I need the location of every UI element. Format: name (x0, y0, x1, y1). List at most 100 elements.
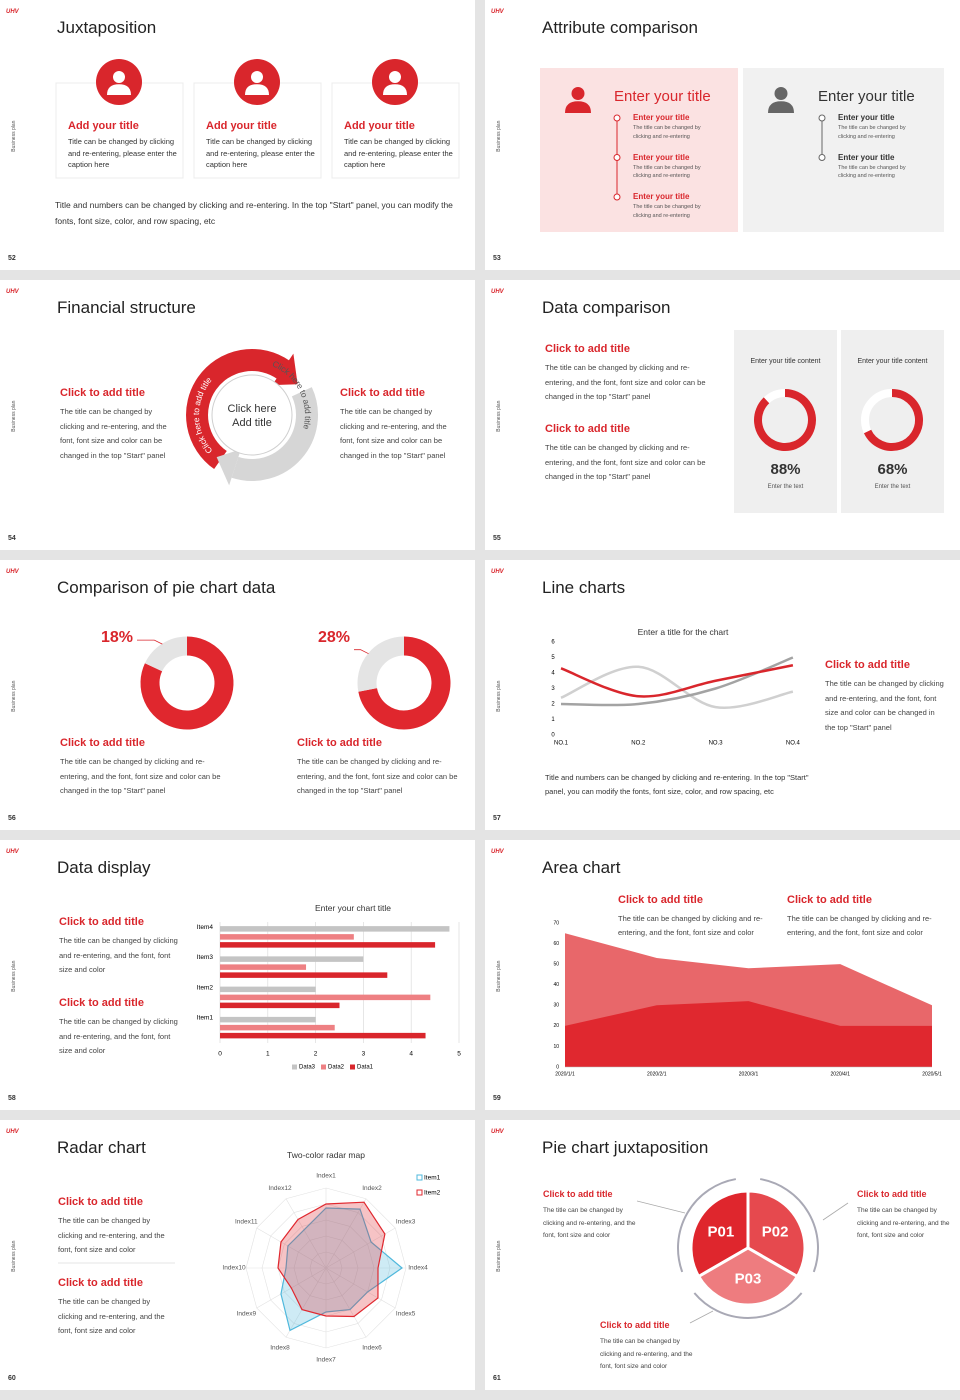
bar (220, 942, 436, 948)
block-title: Click to add title (297, 737, 382, 749)
legend-swatch (292, 1064, 297, 1070)
axis-label: Index6 (362, 1344, 382, 1351)
timeline-dot (613, 154, 621, 161)
legend-swatch (350, 1064, 355, 1070)
bar (220, 994, 431, 1001)
icon-body (245, 84, 269, 95)
gauge-arc (863, 389, 923, 451)
block-title: Click to add title (618, 894, 703, 906)
page-number: 60 (8, 1375, 16, 1382)
timeline-dot (613, 193, 621, 201)
bar (220, 1016, 316, 1023)
chart-title: Enter a title for the chart (637, 627, 729, 637)
side-label: Business plan (10, 960, 17, 992)
block-title: Click to add title (857, 1189, 927, 1199)
axis-label: Index5 (396, 1311, 416, 1318)
block-title: Click to add title (543, 1189, 613, 1199)
y-tick-label: 60 (553, 941, 559, 947)
x-tick-label: 3 (362, 1051, 366, 1058)
leader-line (354, 649, 369, 655)
card-title: Add your title (206, 120, 277, 132)
slide-graphics (734, 330, 944, 513)
logo: UHV (6, 289, 19, 295)
slide-graphics: Index1 Index2 Index3 Index4 Index5 Index6 Inde… (58, 1173, 441, 1364)
card-text: Title can be changed by clicking and re-… (68, 137, 177, 169)
y-tick-label: 40 (553, 982, 559, 988)
slide-title: Comparison of pie chart data (57, 578, 276, 597)
item-text: The title can be changed by clicking and… (838, 164, 906, 180)
radar-area (277, 1201, 386, 1318)
block-title: Click to add title (58, 1277, 143, 1289)
axis-label: Index10 (222, 1265, 246, 1272)
slide: Click here to add title Click here to add… (0, 280, 475, 550)
gauge-caption: Enter the text (874, 484, 911, 490)
icon-body (565, 101, 591, 113)
y-tick-label: 2 (551, 702, 555, 708)
slide-graphics (540, 68, 944, 232)
side-label: Business plan (10, 400, 17, 432)
axis-label: Index8 (270, 1344, 290, 1351)
note: Title and numbers can be changed by clic… (55, 200, 453, 226)
side-label: Business plan (495, 960, 502, 992)
slide-title: Area chart (542, 858, 621, 877)
side-label: Business plan (495, 400, 502, 432)
slide-title: Attribute comparison (542, 18, 698, 37)
axis-label: Index3 (396, 1219, 416, 1226)
logo: UHV (6, 9, 19, 15)
slide-title: Financial structure (57, 298, 196, 317)
arc-red (186, 349, 290, 470)
bar (220, 926, 450, 932)
logo: UHV (491, 1129, 504, 1135)
block-text: The title can be changed by clicking and… (787, 914, 932, 937)
icon-head (389, 71, 401, 83)
slide: Index1 Index2 Index3 Index4 Index5 Index6 Inde… (0, 1120, 475, 1390)
item-title: Enter your title (633, 192, 690, 201)
radar-spoke (285, 1198, 327, 1269)
slide: UHV Juxtaposition Business plan 52 Add your … (0, 0, 475, 270)
card-title: Add your title (344, 120, 415, 132)
y-tick-label: 0 (551, 733, 555, 739)
item-text: The title can be changed by clicking and… (633, 164, 701, 180)
y-tick-label: 30 (553, 1003, 559, 1009)
slide-title: Data display (57, 858, 151, 877)
gauge-heading: Enter your title content (857, 358, 928, 365)
icon-head (571, 87, 585, 100)
y-tick-label: 0 (556, 1064, 559, 1070)
slide: 0 1 2 3 4 5 Item1 Item2 Item3 Item4 Data3 Data2 Data… (0, 840, 475, 1110)
y-tick-label: 5 (551, 655, 555, 661)
x-tick-label: NO.4 (786, 741, 801, 747)
axis-label: Index12 (268, 1185, 292, 1192)
icon-head (113, 71, 125, 83)
page-number: 52 (8, 255, 16, 262)
side-label: Business plan (495, 1240, 502, 1272)
legend-label: Data2 (328, 1065, 345, 1071)
item-title: Enter your title (838, 113, 895, 122)
slide: UHV Data comparison Business plan 55 Click t… (485, 280, 960, 550)
logo: UHV (491, 849, 504, 855)
block-title: Click to add title (545, 343, 630, 355)
gauge-heading: Enter your title content (750, 358, 821, 365)
item-title: Enter your title (838, 152, 895, 162)
icon-head (774, 87, 788, 100)
icon-head (251, 71, 263, 83)
slide-graphics: 0 1 2 3 4 5 6 NO.1 NO.2 NO.3 NO.4 (551, 640, 801, 747)
slide-graphics: 0 1 2 3 4 5 Item1 Item2 Item3 Item4 Data3 Data2 Data… (197, 922, 461, 1071)
outer-ring (693, 1292, 803, 1319)
y-tick-label: Item4 (197, 924, 214, 931)
block-text: The title can be changed by clicking and… (545, 363, 706, 401)
card-title: Add your title (68, 120, 139, 132)
x-tick-label: 2020/5/1 (922, 1071, 942, 1077)
legend-label: Data3 (299, 1065, 316, 1071)
timeline-dot (613, 114, 621, 122)
gauge-value: 88% (770, 461, 801, 478)
chart-title: Enter your chart title (314, 903, 392, 913)
x-tick-label: NO.3 (709, 741, 724, 747)
card (841, 330, 944, 513)
block-text: The title can be changed by clicking and… (58, 1216, 165, 1254)
item-title: Enter your title (633, 113, 690, 122)
icon-body (383, 84, 407, 95)
radar-spoke (285, 1267, 327, 1338)
x-tick-label: 1 (266, 1051, 270, 1058)
slide: UHV Comparison of pie chart data Business … (0, 560, 475, 830)
leader-line (137, 639, 163, 645)
